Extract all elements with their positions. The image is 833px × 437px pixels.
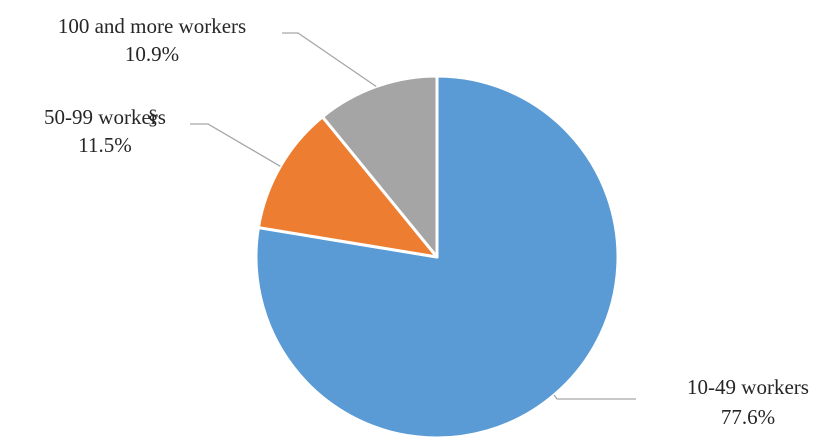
leader-line-50-99-workers <box>190 123 281 167</box>
leader-lines <box>190 32 636 400</box>
slice-value-100-and-more-workers: 10.9% <box>125 42 179 66</box>
slice-label-10-49-workers: 10-49 workers <box>687 375 809 399</box>
slice-value-10-49-workers: 77.6% <box>721 405 775 429</box>
pie-slices <box>254 74 620 437</box>
label-group-10-49-workers: 10-49 workers 77.6% <box>687 375 809 429</box>
stray-glyph: § <box>148 105 159 129</box>
leader-line-10-49-workers <box>553 394 636 400</box>
pie-slice-100-and-more-workers <box>321 74 439 259</box>
slice-label-100-and-more-workers: 100 and more workers <box>58 14 246 38</box>
leader-line-100-and-more-workers <box>282 32 377 88</box>
label-group-100-and-more-workers: 100 and more workers 10.9% <box>58 14 246 66</box>
pie-slice-50-99-workers <box>256 115 439 259</box>
slice-label-50-99-workers: 50-99 workers <box>44 105 166 129</box>
label-group-50-99-workers: 50-99 workers 11.5% <box>44 105 166 157</box>
pie-slice-10-49-workers <box>254 74 620 437</box>
slice-value-50-99-workers: 11.5% <box>78 133 131 157</box>
